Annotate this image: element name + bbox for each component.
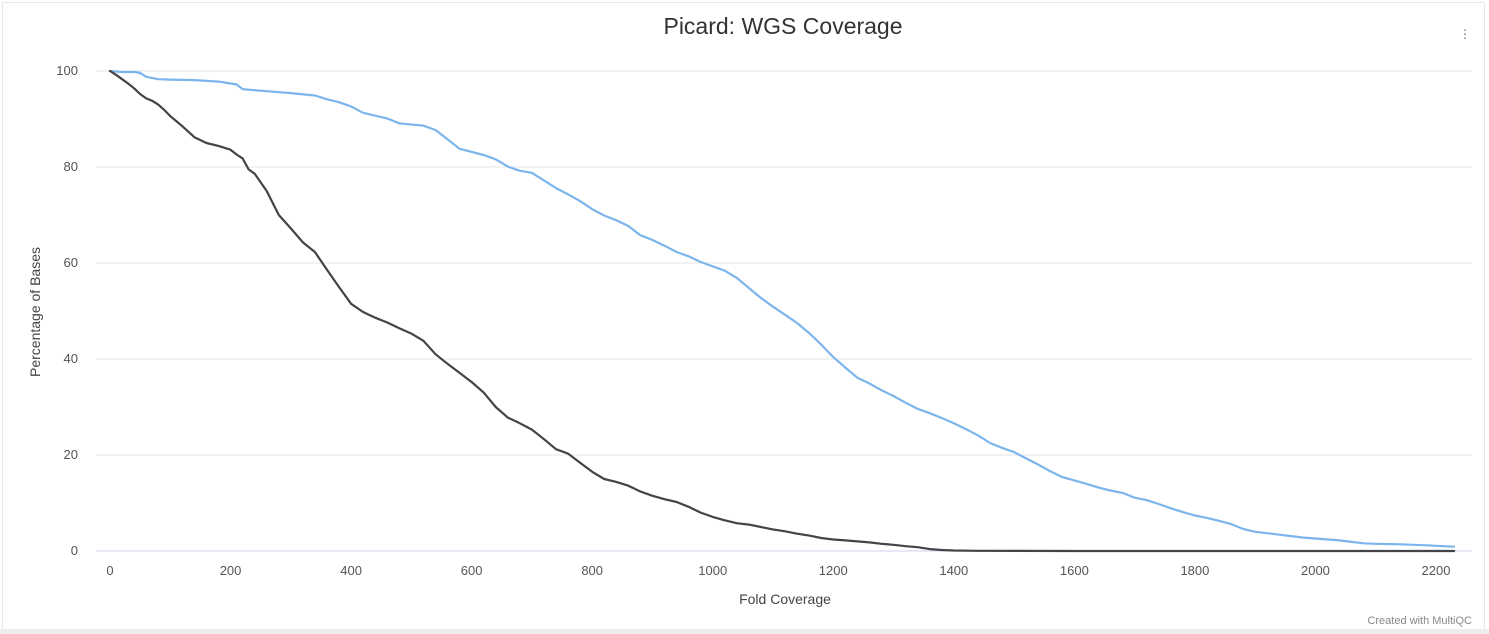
grid-lines [96, 70, 1472, 456]
x-tick-label: 2000 [1301, 563, 1330, 578]
series-line-2[interactable] [108, 69, 1456, 553]
credits-text[interactable]: Created with MultiQC [1367, 615, 1472, 627]
y-tick-label: 0 [71, 543, 78, 558]
y-tick-label: 20 [64, 447, 78, 462]
x-tick-label: 0 [106, 563, 113, 578]
x-tick-label: 1600 [1060, 563, 1089, 578]
y-tick-label: 40 [64, 351, 78, 366]
context-menu-icon[interactable]: ⋮ [1459, 27, 1471, 41]
x-tick-label: 1000 [698, 563, 727, 578]
x-tick-label: 400 [340, 563, 362, 578]
x-tick-label: 2200 [1422, 563, 1451, 578]
x-tick-label: 1400 [939, 563, 968, 578]
chart-title: Picard: WGS Coverage [663, 13, 902, 39]
x-tick-label: 200 [220, 563, 242, 578]
x-tick-label: 800 [581, 563, 603, 578]
x-axis-label: Fold Coverage [739, 591, 831, 607]
x-tick-label: 1200 [819, 563, 848, 578]
y-tick-label: 100 [56, 63, 78, 78]
y-axis-label: Percentage of Bases [27, 247, 43, 377]
x-tick-label: 1800 [1180, 563, 1209, 578]
x-tick-label: 600 [461, 563, 483, 578]
series-lines [108, 69, 1456, 553]
series-line-1[interactable] [108, 69, 1456, 548]
y-tick-label: 80 [64, 159, 78, 174]
bottom-scrollbar [0, 629, 1489, 634]
y-tick-label: 60 [64, 255, 78, 270]
